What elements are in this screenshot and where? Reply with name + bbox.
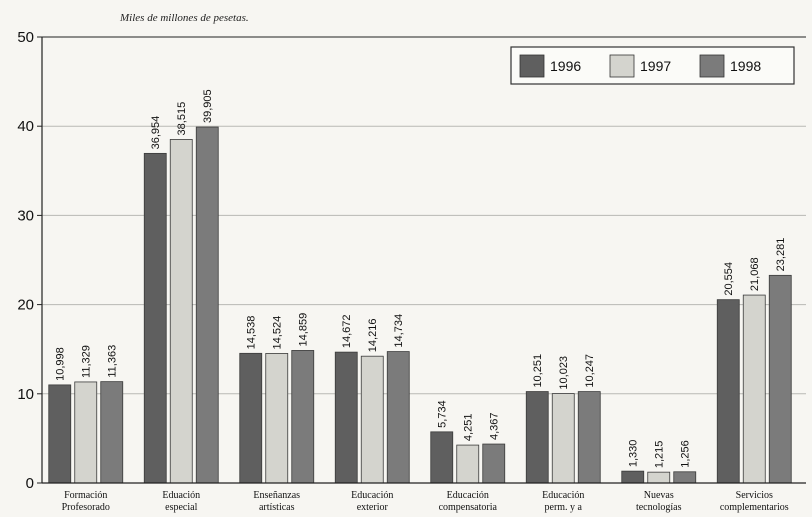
bar-1997-6: [647, 471, 671, 484]
legend-label: 1997: [640, 58, 671, 74]
bar-1997-3: [360, 355, 384, 484]
value-label: 14,672: [341, 314, 353, 348]
value-label: 38,515: [176, 102, 188, 136]
y-tick-label: 30: [17, 207, 34, 224]
bar-1997-0: [74, 381, 98, 484]
x-category-label: tecnologías: [636, 502, 682, 513]
bar-1997-4: [456, 444, 480, 484]
x-category-label: Formación: [64, 490, 107, 501]
bar-1997-2: [265, 353, 289, 484]
value-label: 36,954: [150, 116, 162, 150]
bar-1996-7: [716, 299, 740, 484]
bar-1996-6: [621, 470, 645, 484]
bar-1998-5: [577, 391, 601, 484]
y-tick-label: 10: [17, 386, 34, 403]
axes: 01020304050FormaciónProfesoradoEduacióne…: [17, 29, 806, 513]
bar-1996-5: [525, 391, 549, 484]
bar-1997-5: [551, 393, 575, 484]
bar-1998-7: [768, 274, 792, 484]
legend-swatch-1997: [609, 54, 635, 78]
x-category-label: Educación: [542, 490, 584, 501]
value-label: 23,281: [775, 238, 787, 272]
bar-1997-1: [169, 139, 193, 484]
bar-1998-3: [386, 351, 410, 484]
x-category-label: complementarios: [720, 502, 789, 513]
legend-box: [510, 46, 795, 85]
value-label: 1,330: [628, 440, 640, 468]
value-label: 14,524: [272, 316, 284, 350]
unit-label: Miles de millones de pesetas.: [119, 12, 249, 24]
value-label: 21,068: [749, 257, 761, 291]
x-category-label: compensatoria: [439, 502, 498, 513]
value-labels: 10,998 11,329 11,363 36,954 38,515 39,905 14,5…: [55, 89, 788, 468]
value-label: 10,998: [55, 347, 67, 381]
bar-1996-2: [239, 352, 263, 484]
value-label: 14,859: [298, 313, 310, 347]
bar-1996-1: [143, 152, 167, 484]
value-label: 1,256: [680, 440, 692, 468]
value-label: 14,538: [246, 316, 258, 350]
bar-1996-3: [334, 351, 358, 484]
x-category-label: Educación: [447, 490, 489, 501]
legend-label: 1998: [730, 58, 761, 74]
value-label: 4,251: [463, 414, 475, 442]
x-category-label: artísticas: [259, 502, 295, 513]
legend-label: 1996: [550, 58, 581, 74]
y-tick-label: 0: [26, 475, 34, 492]
value-label: 14,734: [393, 314, 405, 348]
bar-1998-1: [195, 126, 219, 484]
x-category-label: Profesorado: [62, 502, 110, 513]
bar-1998-0: [100, 381, 124, 484]
value-label: 5,734: [437, 400, 449, 428]
x-category-label: Nuevas: [644, 490, 674, 501]
value-label: 10,023: [558, 356, 570, 390]
bar-1996-0: [48, 384, 72, 484]
x-category-label: perm. y a: [545, 502, 583, 513]
y-tick-label: 40: [17, 118, 34, 135]
value-label: 1,215: [654, 441, 666, 469]
value-label: 11,329: [81, 345, 93, 378]
x-category-label: Eduación: [162, 490, 200, 501]
legend-swatch-1998: [699, 54, 725, 78]
value-label: 14,216: [367, 319, 379, 353]
x-category-label: Enseñanzas: [253, 490, 300, 501]
bar-1998-2: [291, 350, 315, 484]
x-category-label: Servicios: [736, 490, 773, 501]
bar-1998-6: [673, 471, 697, 484]
value-label: 11,363: [107, 345, 119, 378]
bar-1997-7: [742, 294, 766, 484]
x-category-label: exterior: [357, 502, 389, 513]
y-tick-label: 50: [17, 29, 34, 46]
legend: 1996 1997 1998: [510, 46, 795, 85]
x-category-label: especial: [165, 502, 197, 513]
value-label: 20,554: [723, 262, 735, 296]
y-tick-label: 20: [17, 297, 34, 314]
value-label: 10,247: [584, 354, 596, 388]
value-label: 4,367: [489, 413, 501, 441]
bar-1996-4: [430, 431, 454, 484]
x-category-label: Educación: [351, 490, 393, 501]
value-label: 10,251: [532, 354, 544, 388]
bar-1998-4: [482, 443, 506, 484]
legend-swatch-1996: [519, 54, 545, 78]
value-label: 39,905: [202, 89, 214, 123]
